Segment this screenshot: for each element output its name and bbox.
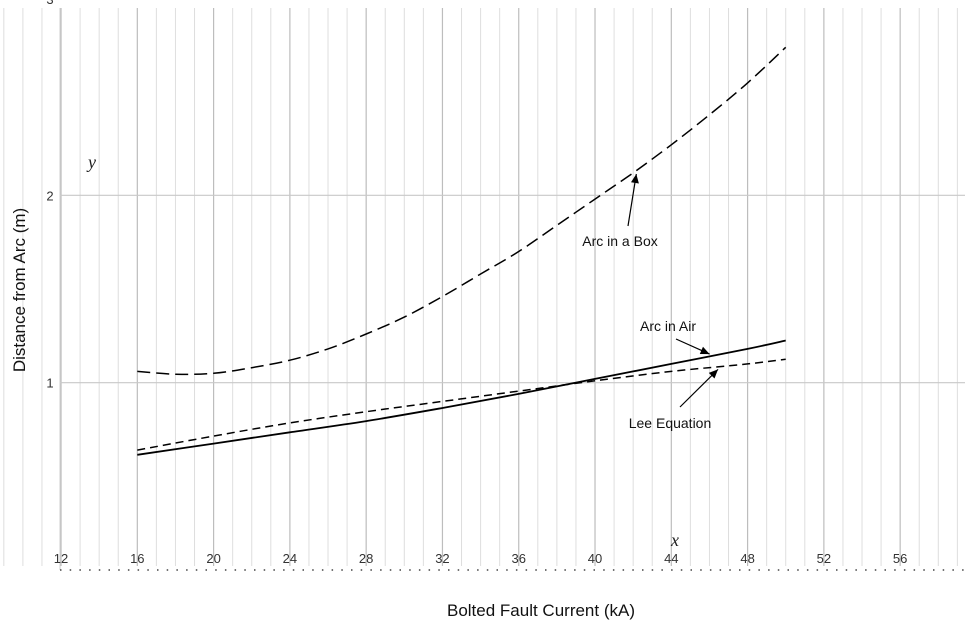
series-line-arc-in-a-box — [137, 46, 787, 376]
minor-gridlines — [3, 8, 958, 566]
x-axis-letter: x — [670, 530, 679, 550]
annotation-label-lee-equation: Lee Equation — [629, 415, 712, 431]
y-axis-letter: y — [86, 152, 96, 172]
x-tick-label: 32 — [435, 551, 449, 566]
series-line-lee-equation — [137, 358, 786, 451]
annotation-arrowhead-arc-in-air — [699, 346, 710, 355]
y-tick-label: 1 — [46, 376, 53, 391]
series-lines — [137, 46, 787, 456]
annotation-label-arc-in-air: Arc in Air — [640, 318, 696, 334]
x-axis-label: Bolted Fault Current (kA) — [447, 601, 635, 620]
x-tick-label: 52 — [817, 551, 831, 566]
y-tick-label-top-partial: 3 — [46, 0, 53, 7]
x-tick-label: 20 — [206, 551, 220, 566]
x-tick-label: 48 — [740, 551, 754, 566]
x-tick-label: 44 — [664, 551, 678, 566]
annotation-arrowhead-arc-in-a-box — [631, 174, 639, 184]
annotations: Arc in a Box Arc in Air Lee Equation — [582, 173, 719, 431]
y-axis-label: Distance from Arc (m) — [10, 208, 29, 372]
x-tick-label: 28 — [359, 551, 373, 566]
series-line-arc-in-air — [137, 339, 786, 456]
major-gridlines — [60, 8, 965, 566]
x-tick-label: 16 — [130, 551, 144, 566]
x-tick-label: 40 — [588, 551, 602, 566]
annotation-arrowhead-lee-equation — [708, 369, 718, 379]
annotation-label-arc-in-a-box: Arc in a Box — [582, 233, 657, 249]
y-tick-label: 2 — [46, 188, 53, 203]
x-tick-label: 24 — [283, 551, 297, 566]
axes — [59, 8, 965, 571]
x-tick-label: 12 — [54, 551, 68, 566]
x-tick-label: 36 — [512, 551, 526, 566]
x-tick-label: 56 — [893, 551, 907, 566]
